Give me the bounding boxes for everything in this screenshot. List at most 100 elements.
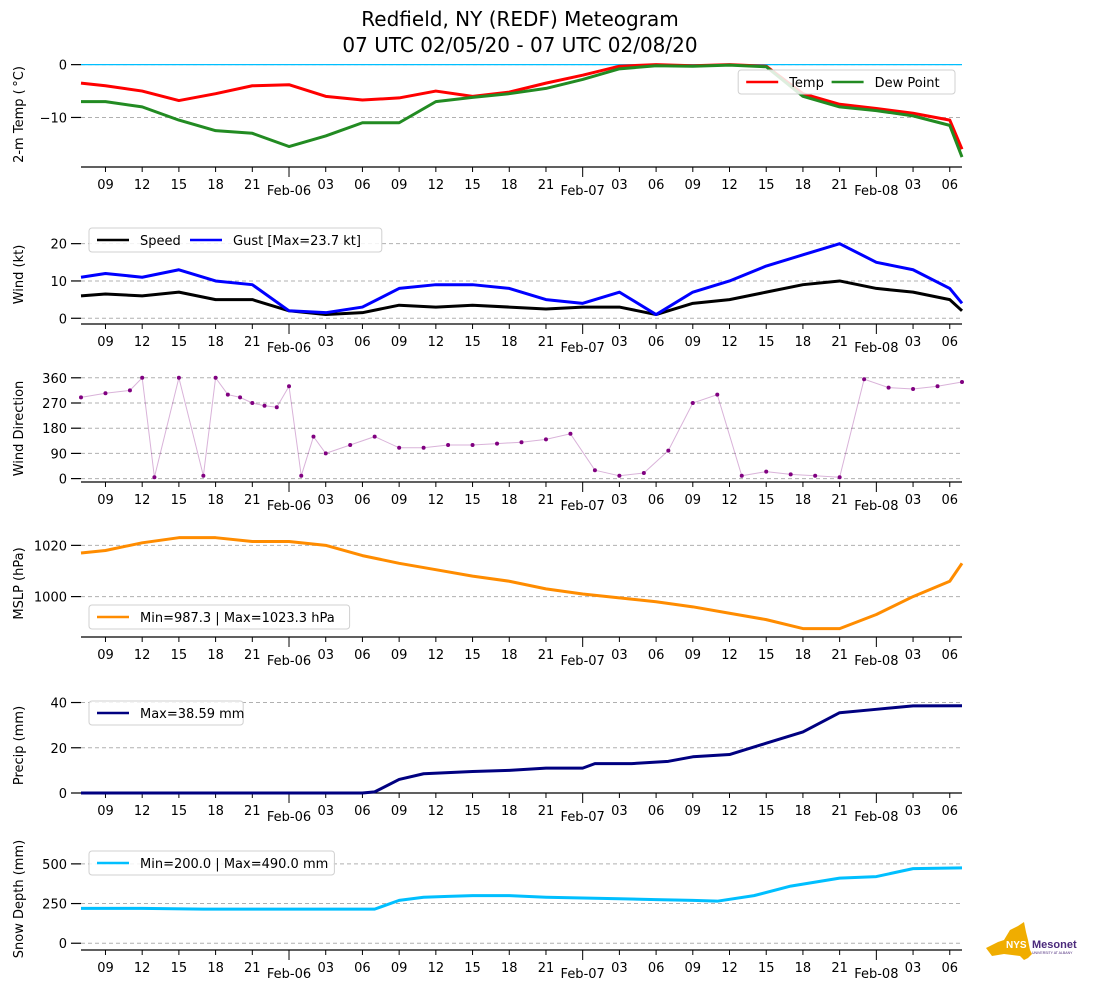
x-tick-label: 18 bbox=[795, 493, 812, 508]
x-tick-label: 21 bbox=[538, 335, 555, 350]
x-tick-label: 15 bbox=[758, 178, 775, 193]
x-tick-label: 12 bbox=[428, 648, 445, 663]
x-tick-label: 21 bbox=[538, 648, 555, 663]
legend-label: Dew Point bbox=[875, 76, 940, 91]
data-point bbox=[287, 384, 292, 389]
x-tick-label: 15 bbox=[464, 335, 481, 350]
x-tick-label: 06 bbox=[354, 493, 371, 508]
x-tick-label: 09 bbox=[685, 335, 702, 350]
x-tick-label: 15 bbox=[464, 961, 481, 976]
x-tick-label: 06 bbox=[648, 335, 665, 350]
legend: Min=200.0 | Max=490.0 mm bbox=[88, 850, 335, 876]
x-tick-label: 18 bbox=[501, 178, 518, 193]
x-tick-label: 21 bbox=[244, 493, 261, 508]
data-point bbox=[862, 377, 867, 382]
x-tick-label: 18 bbox=[501, 648, 518, 663]
x-tick-label: 06 bbox=[941, 961, 958, 976]
x-tick-label: 03 bbox=[905, 648, 922, 663]
legend-label: Min=987.3 | Max=1023.3 hPa bbox=[140, 611, 335, 626]
data-point bbox=[813, 473, 818, 478]
x-tick-label: 15 bbox=[758, 961, 775, 976]
y-tick-label: 0 bbox=[59, 312, 67, 327]
x-tick-label: 09 bbox=[97, 493, 114, 508]
data-point bbox=[886, 385, 891, 390]
x-tick-label: 21 bbox=[831, 961, 848, 976]
x-tick-label: 21 bbox=[538, 961, 555, 976]
logo-nys-text: NYS bbox=[1006, 940, 1027, 951]
y-tick-label: 20 bbox=[50, 742, 67, 757]
x-tick-label: 18 bbox=[207, 961, 224, 976]
x-day-label: Feb-07 bbox=[561, 184, 605, 199]
data-point bbox=[213, 375, 218, 380]
x-tick-label: 09 bbox=[391, 961, 408, 976]
x-tick-label: 03 bbox=[611, 335, 628, 350]
x-tick-label: 15 bbox=[758, 804, 775, 819]
x-tick-label: 06 bbox=[354, 804, 371, 819]
x-tick-label: 21 bbox=[244, 648, 261, 663]
y-tick-label: 270 bbox=[42, 397, 67, 412]
data-point bbox=[397, 445, 402, 450]
x-tick-label: 12 bbox=[134, 961, 151, 976]
x-tick-label: 03 bbox=[905, 804, 922, 819]
x-tick-label: 21 bbox=[538, 804, 555, 819]
legend-box bbox=[88, 227, 383, 253]
data-point bbox=[250, 401, 255, 405]
title-line-1: Redfield, NY (REDF) Meteogram bbox=[361, 7, 679, 31]
legend: Speed Gust [Max=23.7 kt] bbox=[88, 227, 383, 253]
y-tick-label: 0 bbox=[59, 59, 67, 74]
x-day-label: Feb-06 bbox=[267, 184, 311, 199]
x-tick-label: 09 bbox=[391, 648, 408, 663]
legend-box bbox=[88, 850, 335, 876]
series-line-min=987.3 bbox=[80, 536, 964, 631]
legend-box bbox=[88, 604, 351, 630]
x-tick-label: 09 bbox=[685, 961, 702, 976]
y-tick-label: 90 bbox=[50, 447, 67, 462]
x-day-label: Feb-08 bbox=[854, 499, 898, 514]
x-tick-label: 21 bbox=[831, 804, 848, 819]
data-point bbox=[519, 440, 524, 445]
x-tick-label: 06 bbox=[354, 961, 371, 976]
data-point bbox=[238, 395, 243, 400]
x-tick-label: 09 bbox=[685, 493, 702, 508]
x-tick-label: 09 bbox=[97, 648, 114, 663]
y-tick-label: 360 bbox=[42, 372, 67, 387]
data-point bbox=[311, 434, 316, 439]
series-line-temp bbox=[80, 63, 964, 150]
x-tick-label: 09 bbox=[97, 804, 114, 819]
data-point bbox=[911, 387, 916, 391]
legend: Min=987.3 | Max=1023.3 hPa bbox=[88, 604, 351, 630]
x-day-label: Feb-06 bbox=[267, 810, 311, 825]
x-tick-label: 09 bbox=[391, 178, 408, 193]
x-day-label: Feb-08 bbox=[854, 967, 898, 982]
x-tick-label: 09 bbox=[97, 961, 114, 976]
x-tick-label: 15 bbox=[464, 178, 481, 193]
x-tick-label: 21 bbox=[831, 335, 848, 350]
x-tick-label: 06 bbox=[648, 178, 665, 193]
y-axis-label: 2-m Temp ( °C) bbox=[12, 66, 27, 163]
x-tick-label: 21 bbox=[244, 178, 261, 193]
panel-6: 0 250 500 Snow Depth (mm) 09 12 15 18 21 Feb-06 03… bbox=[12, 840, 963, 982]
y-tick-label: 40 bbox=[50, 697, 67, 712]
logo-brand-text: Mesonet bbox=[1032, 939, 1077, 951]
x-day-label: Feb-06 bbox=[267, 341, 311, 356]
panel-1: 0 −10 2-m Temp ( °C) 09 12 15 18 21 Feb-06 03 06 09… bbox=[12, 59, 964, 199]
y-tick-label: 0 bbox=[59, 937, 67, 952]
x-tick-label: 03 bbox=[905, 961, 922, 976]
x-tick-label: 12 bbox=[134, 648, 151, 663]
x-tick-label: 03 bbox=[317, 961, 334, 976]
x-tick-label: 09 bbox=[685, 804, 702, 819]
x-day-label: Feb-07 bbox=[561, 341, 605, 356]
data-point bbox=[960, 380, 964, 384]
x-day-label: Feb-07 bbox=[561, 499, 605, 514]
y-tick-label: 0 bbox=[59, 787, 67, 802]
x-tick-label: 15 bbox=[464, 804, 481, 819]
data-point bbox=[935, 384, 940, 389]
x-tick-label: 12 bbox=[428, 493, 445, 508]
x-tick-label: 06 bbox=[648, 961, 665, 976]
legend-label: Temp bbox=[788, 76, 824, 91]
x-tick-label: 12 bbox=[428, 178, 445, 193]
x-tick-label: 06 bbox=[941, 178, 958, 193]
x-tick-label: 21 bbox=[831, 493, 848, 508]
